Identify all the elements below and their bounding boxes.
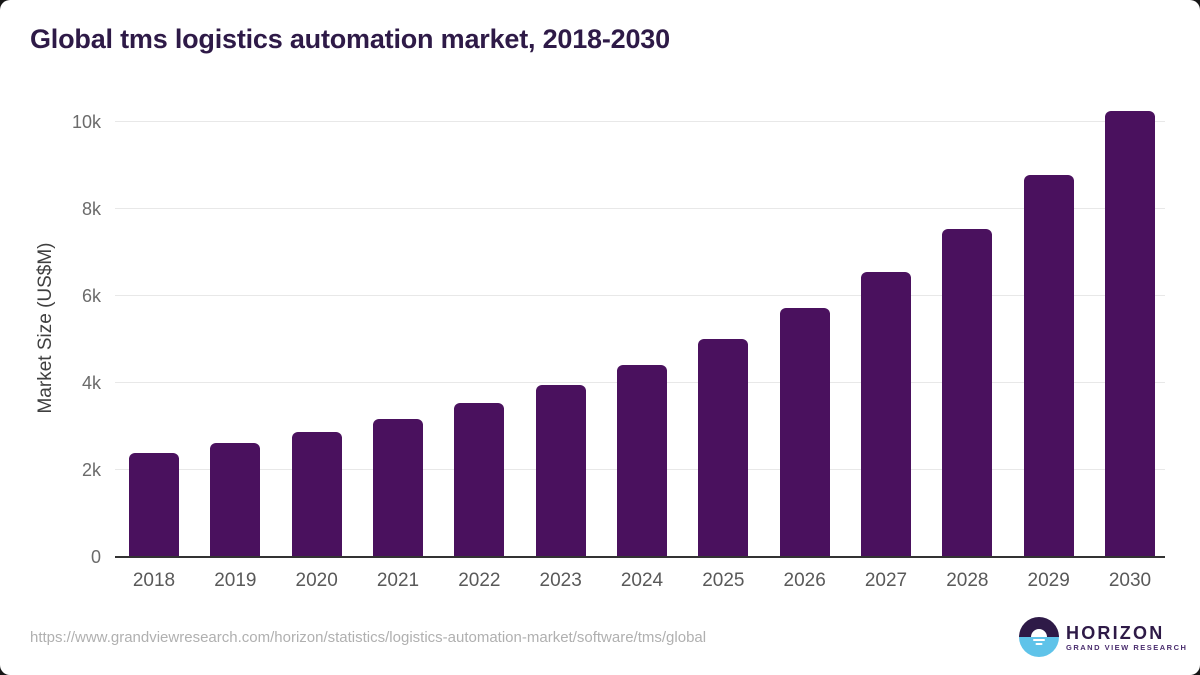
x-tick-label-2020: 2020 bbox=[295, 570, 338, 591]
x-tick-label-2019: 2019 bbox=[214, 570, 257, 591]
bar-2030[interactable] bbox=[1105, 111, 1155, 557]
chart-title: Global tms logistics automation market, … bbox=[30, 24, 670, 54]
reflection-line-2 bbox=[1035, 643, 1043, 645]
y-tick-label-8k: 8k bbox=[81, 198, 101, 219]
gridline-6k bbox=[115, 294, 1165, 296]
x-tick-label-2022: 2022 bbox=[458, 570, 501, 591]
bar-2023[interactable] bbox=[535, 385, 586, 557]
bar-2021[interactable] bbox=[373, 419, 423, 557]
horizon-logo[interactable]: HORIZON GRAND VIEW RESEARCH bbox=[1019, 617, 1187, 657]
x-tick-label-2027: 2027 bbox=[864, 570, 908, 591]
gridline-8k bbox=[115, 207, 1165, 209]
horizon-sun-icon bbox=[1019, 617, 1059, 657]
x-tick-label-2029: 2029 bbox=[1027, 570, 1070, 591]
reflection-line-1 bbox=[1033, 639, 1045, 641]
bar-2020[interactable] bbox=[291, 432, 342, 557]
plot-area: 0 2k 4k 6k 8k 10k 2018 2019 2020 2021 2022 2023 2024… bbox=[72, 100, 1165, 591]
bar-2018[interactable] bbox=[129, 452, 179, 557]
bar-2029[interactable] bbox=[1023, 175, 1074, 557]
bar-2024[interactable] bbox=[617, 364, 667, 557]
x-tick-label-2023: 2023 bbox=[539, 570, 582, 591]
logo-title: HORIZON bbox=[1066, 622, 1165, 643]
logo-text: HORIZON GRAND VIEW RESEARCH bbox=[1066, 623, 1187, 652]
bar-2022[interactable] bbox=[454, 402, 505, 557]
y-tick-label-4k: 4k bbox=[81, 372, 101, 393]
sun-glyph bbox=[1031, 629, 1047, 637]
x-tick-label-2024: 2024 bbox=[620, 570, 664, 591]
x-tick-label-2030: 2030 bbox=[1108, 570, 1152, 591]
y-tick-label-2k: 2k bbox=[81, 459, 101, 480]
bar-2025[interactable] bbox=[698, 338, 749, 557]
logo-subtitle: GRAND VIEW RESEARCH bbox=[1066, 642, 1188, 652]
x-tick-label-2025: 2025 bbox=[702, 570, 745, 591]
y-tick-label-0: 0 bbox=[90, 547, 101, 567]
bar-2019[interactable] bbox=[210, 442, 261, 557]
source-url: https://www.grandviewresearch.com/horizo… bbox=[30, 629, 707, 646]
y-tick-label-10k: 10k bbox=[71, 111, 101, 132]
bar-2026[interactable] bbox=[779, 308, 830, 557]
x-tick-label-2026: 2026 bbox=[783, 570, 826, 591]
x-tick-label-2018: 2018 bbox=[132, 570, 176, 591]
gridline-10k bbox=[115, 120, 1165, 122]
bar-2028[interactable] bbox=[942, 228, 993, 557]
x-tick-label-2021: 2021 bbox=[376, 570, 420, 591]
x-tick-label-2028: 2028 bbox=[946, 570, 989, 591]
x-axis-line bbox=[115, 556, 1165, 558]
y-tick-label-6k: 6k bbox=[81, 285, 101, 306]
bar-2027[interactable] bbox=[861, 272, 911, 557]
